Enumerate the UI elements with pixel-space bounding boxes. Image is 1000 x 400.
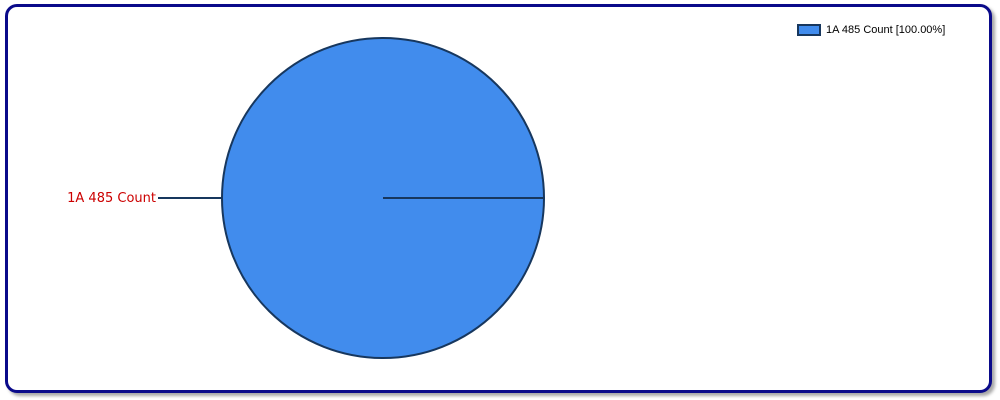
legend-swatch bbox=[797, 24, 821, 36]
slice-label: 1A 485 Count bbox=[67, 191, 156, 206]
legend-entry-label: 1A 485 Count [100.00%] bbox=[826, 24, 946, 36]
legend: 1A 485 Count [100.00%] bbox=[797, 24, 945, 36]
pie-slices bbox=[221, 37, 545, 359]
